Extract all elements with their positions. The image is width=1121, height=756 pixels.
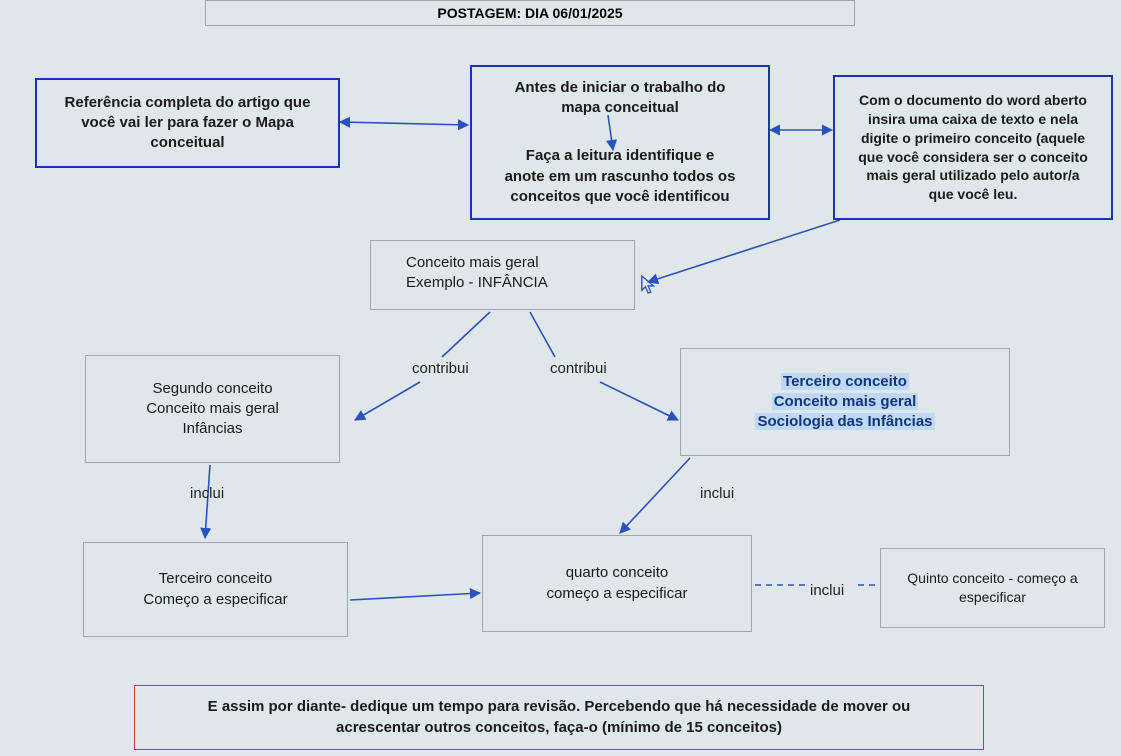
node-text-line: Começo a especificar	[143, 590, 287, 610]
node-text-line-highlight: Sociologia das Infâncias	[755, 412, 934, 432]
node-antes-iniciar: Antes de iniciar o trabalho domapa conce…	[470, 65, 770, 220]
mouse-cursor-icon	[640, 274, 658, 296]
node-text-line: E assim por diante- dedique um tempo par…	[208, 697, 911, 717]
header-postagem: POSTAGEM: DIA 06/01/2025	[205, 0, 855, 26]
label-inclui-2: inclui	[700, 485, 734, 502]
node-documento-word: Com o documento do word abertoinsira uma…	[833, 75, 1113, 220]
edge-e7	[355, 382, 420, 420]
node-text-line: acrescentar outros conceitos, faça-o (mí…	[336, 718, 782, 738]
node-text-line: Conceito mais geral	[146, 399, 279, 419]
node-quarto-conceito: quarto conceitocomeço a especificar	[482, 535, 752, 632]
edge-e11	[350, 593, 480, 600]
node-text-line: mapa conceitual	[561, 98, 679, 118]
node-text-line: especificar	[959, 588, 1026, 607]
node-text-line: Conceito mais geral	[406, 253, 539, 273]
node-quinto-conceito: Quinto conceito - começo aespecificar	[880, 548, 1105, 628]
edge-e10	[620, 458, 690, 533]
node-text-line: conceitos que você identificou	[510, 187, 729, 207]
edge-e8	[600, 382, 678, 420]
node-text-line: Antes de iniciar o trabalho do	[515, 78, 726, 98]
header-text: POSTAGEM: DIA 06/01/2025	[437, 4, 622, 23]
label-contribui-1: contribui	[412, 360, 469, 377]
label-inclui-3: inclui	[810, 582, 844, 599]
node-text-line: Infâncias	[182, 419, 242, 439]
node-rodape-instrucao: E assim por diante- dedique um tempo par…	[134, 685, 984, 750]
node-text-line: Terceiro conceito	[159, 569, 272, 589]
label-contribui-2: contribui	[550, 360, 607, 377]
edge-e4	[648, 220, 840, 282]
node-text-line-highlight: Terceiro conceito	[781, 372, 909, 392]
node-text-line-highlight: Conceito mais geral	[772, 392, 919, 412]
node-text-line: Referência completa do artigo que	[65, 93, 311, 113]
node-text-line: começo a especificar	[547, 584, 688, 604]
node-terceiro-conceito: Terceiro conceitoConceito mais geralSoci…	[680, 348, 1010, 456]
node-text-line: Exemplo - INFÂNCIA	[406, 273, 548, 293]
node-referencia: Referência completa do artigo quevocê va…	[35, 78, 340, 168]
node-text-line: conceitual	[150, 133, 224, 153]
node-text-line: quarto conceito	[566, 563, 669, 583]
edge-e6	[530, 312, 555, 357]
node-text-line: anote em um rascunho todos os	[505, 167, 736, 187]
node-text-line: Segundo conceito	[152, 379, 272, 399]
edge-e1	[340, 122, 468, 125]
node-text-line: Com o documento do word aberto	[859, 91, 1087, 110]
node-text-line: que você considera ser o conceito	[858, 148, 1088, 167]
edge-e5	[442, 312, 490, 357]
node-text-line: você vai ler para fazer o Mapa	[81, 113, 294, 133]
node-text-line: digite o primeiro conceito (aquele	[861, 129, 1085, 148]
node-text-line: insira uma caixa de texto e nela	[868, 110, 1078, 129]
node-text-line: Quinto conceito - começo a	[907, 569, 1077, 588]
node-terceiro-especificar: Terceiro conceitoComeço a especificar	[83, 542, 348, 637]
node-text-line: Faça a leitura identifique e	[526, 146, 714, 166]
node-conceito-geral: Conceito mais geralExemplo - INFÂNCIA	[370, 240, 635, 310]
node-text-line: mais geral utilizado pelo autor/a	[866, 166, 1079, 185]
node-text-line: que você leu.	[929, 185, 1018, 204]
node-segundo-conceito: Segundo conceitoConceito mais geralInfân…	[85, 355, 340, 463]
label-inclui-1: inclui	[190, 485, 224, 502]
